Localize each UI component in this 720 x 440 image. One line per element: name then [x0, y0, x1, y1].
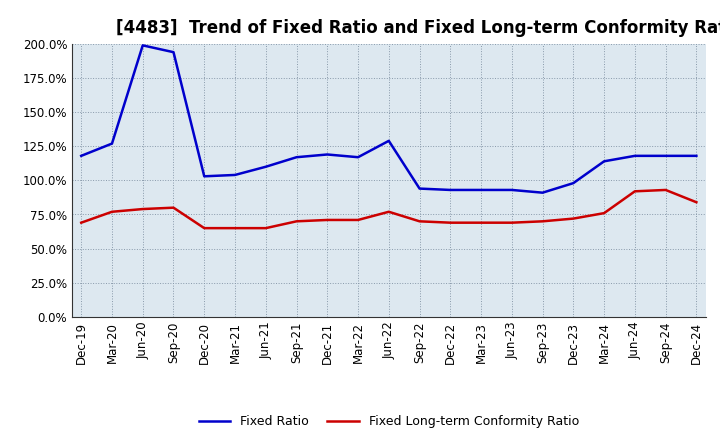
Fixed Long-term Conformity Ratio	[138, 206, 147, 212]
Fixed Ratio	[631, 153, 639, 158]
Fixed Long-term Conformity Ratio	[292, 219, 301, 224]
Fixed Long-term Conformity Ratio	[661, 187, 670, 193]
Fixed Long-term Conformity Ratio	[692, 200, 701, 205]
Fixed Ratio	[292, 154, 301, 160]
Fixed Ratio	[692, 153, 701, 158]
Fixed Long-term Conformity Ratio	[108, 209, 117, 214]
Line: Fixed Long-term Conformity Ratio: Fixed Long-term Conformity Ratio	[81, 190, 696, 228]
Fixed Long-term Conformity Ratio	[354, 217, 362, 223]
Fixed Ratio	[539, 190, 547, 195]
Fixed Ratio	[138, 43, 147, 48]
Fixed Long-term Conformity Ratio	[200, 225, 209, 231]
Fixed Ratio	[415, 186, 424, 191]
Fixed Ratio	[200, 174, 209, 179]
Fixed Long-term Conformity Ratio	[261, 225, 270, 231]
Fixed Ratio	[169, 50, 178, 55]
Fixed Ratio	[600, 159, 608, 164]
Fixed Ratio	[108, 141, 117, 146]
Fixed Long-term Conformity Ratio	[477, 220, 485, 225]
Line: Fixed Ratio: Fixed Ratio	[81, 45, 696, 193]
Fixed Ratio	[261, 164, 270, 169]
Fixed Long-term Conformity Ratio	[230, 225, 239, 231]
Fixed Ratio	[569, 180, 577, 186]
Fixed Long-term Conformity Ratio	[446, 220, 454, 225]
Fixed Long-term Conformity Ratio	[415, 219, 424, 224]
Fixed Long-term Conformity Ratio	[384, 209, 393, 214]
Fixed Long-term Conformity Ratio	[600, 210, 608, 216]
Fixed Long-term Conformity Ratio	[508, 220, 516, 225]
Fixed Ratio	[508, 187, 516, 193]
Fixed Ratio	[661, 153, 670, 158]
Fixed Long-term Conformity Ratio	[631, 189, 639, 194]
Fixed Ratio	[354, 154, 362, 160]
Fixed Long-term Conformity Ratio	[77, 220, 86, 225]
Legend: Fixed Ratio, Fixed Long-term Conformity Ratio: Fixed Ratio, Fixed Long-term Conformity …	[194, 411, 584, 433]
Fixed Ratio	[230, 172, 239, 178]
Fixed Ratio	[446, 187, 454, 193]
Fixed Long-term Conformity Ratio	[539, 219, 547, 224]
Fixed Long-term Conformity Ratio	[569, 216, 577, 221]
Fixed Ratio	[384, 138, 393, 143]
Text: [4483]  Trend of Fixed Ratio and Fixed Long-term Conformity Ratio: [4483] Trend of Fixed Ratio and Fixed Lo…	[117, 19, 720, 37]
Fixed Ratio	[477, 187, 485, 193]
Fixed Long-term Conformity Ratio	[323, 217, 332, 223]
Fixed Ratio	[77, 153, 86, 158]
Fixed Long-term Conformity Ratio	[169, 205, 178, 210]
Fixed Ratio	[323, 152, 332, 157]
